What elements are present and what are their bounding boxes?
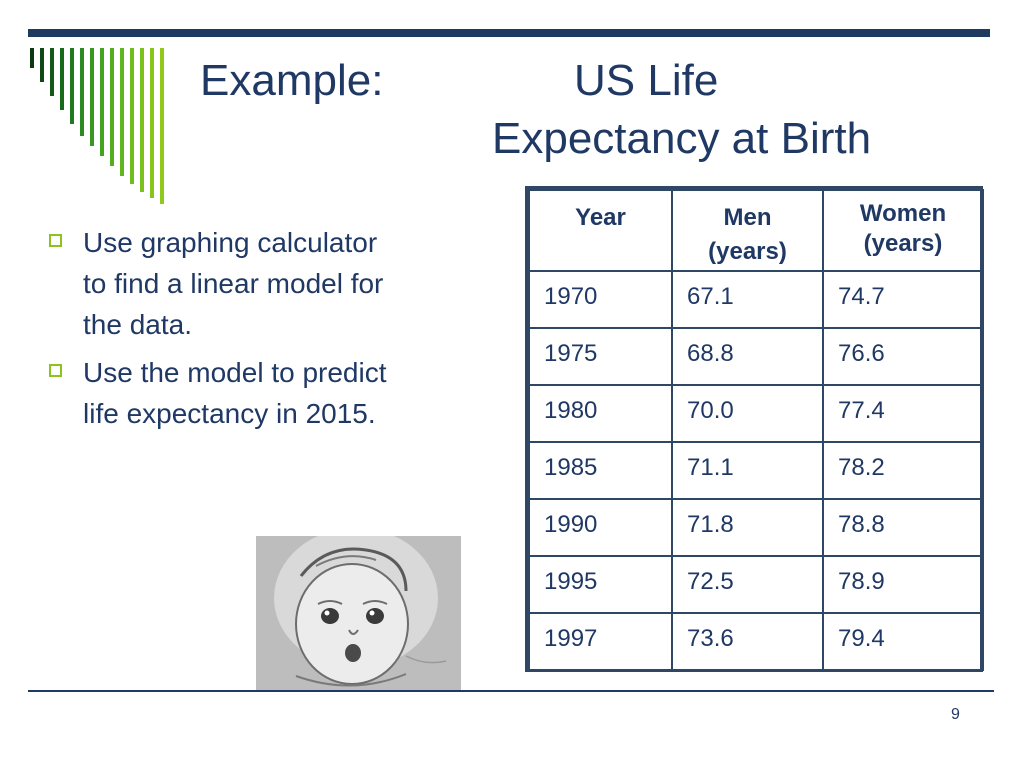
cell-year: 1980 — [528, 384, 673, 443]
cell-year: 1975 — [528, 327, 673, 386]
cell-men: 72.5 — [671, 555, 824, 614]
cell-women: 77.4 — [822, 384, 984, 443]
cell-men: 73.6 — [671, 612, 824, 671]
header-year: Year — [528, 189, 673, 272]
header-women: Women (years) — [822, 189, 984, 272]
cell-year: 1970 — [528, 270, 673, 329]
bullet-item: Use graphing calculator to find a linear… — [46, 222, 396, 345]
cell-women: 78.8 — [822, 498, 984, 557]
cell-men: 68.8 — [671, 327, 824, 386]
table-header-row: Year Men (years) Women (years) — [528, 189, 984, 272]
slide-title-line1: US Life — [574, 56, 719, 105]
life-expectancy-table: Year Men (years) Women (years) 1970 67.1 7… — [525, 186, 984, 672]
cell-year: 1990 — [528, 498, 673, 557]
bullet-text: Use graphing calculator to find a linear… — [83, 227, 384, 340]
cell-men: 70.0 — [671, 384, 824, 443]
bullet-text: Use the model to predict life expectancy… — [83, 357, 387, 429]
decorative-stripes — [30, 48, 164, 204]
cell-men: 71.8 — [671, 498, 824, 557]
bullet-list: Use graphing calculator to find a linear… — [46, 222, 396, 441]
table-row: 1980 70.0 77.4 — [528, 384, 984, 443]
bullet-item: Use the model to predict life expectancy… — [46, 352, 396, 434]
cell-year: 1985 — [528, 441, 673, 500]
cell-women: 74.7 — [822, 270, 984, 329]
square-bullet-icon — [49, 364, 62, 377]
cell-men: 71.1 — [671, 441, 824, 500]
baby-sketch-image — [256, 536, 461, 691]
slide-title-line2: Expectancy at Birth — [492, 114, 872, 163]
table-row: 1990 71.8 78.8 — [528, 498, 984, 557]
cell-men: 67.1 — [671, 270, 824, 329]
table-row: 1997 73.6 79.4 — [528, 612, 984, 671]
bottom-rule — [28, 690, 994, 692]
table-row: 1975 68.8 76.6 — [528, 327, 984, 386]
slide-title-prefix: Example: — [200, 56, 384, 105]
cell-year: 1995 — [528, 555, 673, 614]
cell-women: 76.6 — [822, 327, 984, 386]
cell-women: 78.9 — [822, 555, 984, 614]
header-men: Men (years) — [671, 189, 824, 272]
table-row: 1985 71.1 78.2 — [528, 441, 984, 500]
page-number: 9 — [951, 706, 960, 723]
cell-women: 78.2 — [822, 441, 984, 500]
table-row: 1995 72.5 78.9 — [528, 555, 984, 614]
table-row: 1970 67.1 74.7 — [528, 270, 984, 329]
cell-year: 1997 — [528, 612, 673, 671]
baby-sketch-drawing — [256, 536, 461, 691]
cell-women: 79.4 — [822, 612, 984, 671]
top-rule — [28, 29, 990, 37]
square-bullet-icon — [49, 234, 62, 247]
